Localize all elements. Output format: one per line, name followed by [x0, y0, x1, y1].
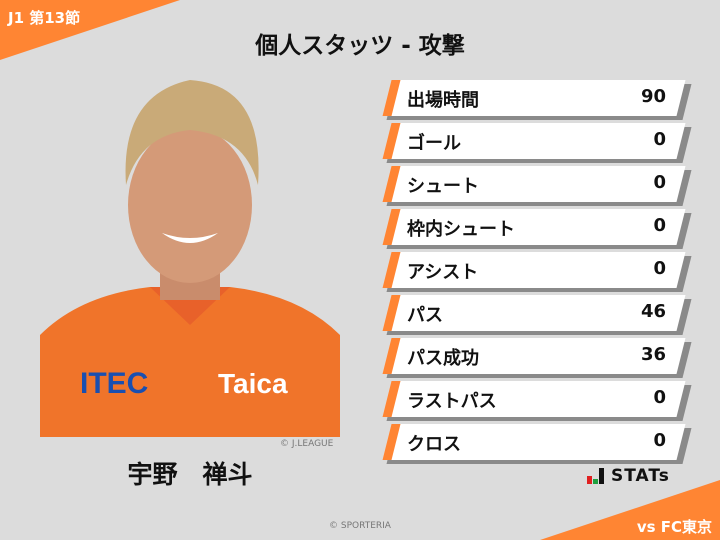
stat-value: 0 — [653, 172, 666, 193]
stat-label: 出場時間 — [407, 90, 479, 111]
stat-label: ゴール — [407, 133, 461, 154]
stat-row: クロス 0 — [382, 424, 692, 464]
stat-row: ラストパス 0 — [382, 381, 692, 421]
stat-value: 0 — [653, 387, 666, 408]
copyright: © SPORTERIA — [329, 521, 391, 531]
stat-label: 枠内シュート — [407, 219, 515, 240]
svg-text:Taica: Taica — [218, 368, 288, 399]
stat-row: 出場時間 90 — [382, 80, 692, 120]
stat-value: 90 — [640, 86, 666, 107]
stat-value: 46 — [640, 301, 666, 322]
stat-value: 0 — [653, 129, 666, 150]
stat-row: シュート 0 — [382, 166, 692, 206]
svg-text:ITEC: ITEC — [80, 367, 148, 400]
stat-label: クロス — [407, 434, 461, 455]
bar-chart-logo-icon — [587, 468, 604, 484]
stat-value: 0 — [653, 430, 666, 451]
stat-row: ゴール 0 — [382, 123, 692, 163]
opponent-label: vs FC東京 — [636, 518, 712, 536]
player-photo: ITEC Taica — [40, 75, 340, 437]
stat-row: 枠内シュート 0 — [382, 209, 692, 249]
player-name: 宇野 禅斗 — [127, 460, 253, 489]
stat-label: パス成功 — [407, 348, 479, 369]
stat-row: パス 46 — [382, 295, 692, 335]
stat-row: アシスト 0 — [382, 252, 692, 292]
stat-value: 0 — [653, 215, 666, 236]
stat-label: アシスト — [407, 262, 479, 283]
stats-logo-text: STATs — [611, 466, 670, 486]
round-label: J1 第13節 — [8, 9, 81, 27]
stat-value: 36 — [640, 344, 666, 365]
stats-logo: STATs — [587, 466, 670, 486]
stat-label: パス — [407, 305, 443, 326]
stat-label: シュート — [407, 176, 479, 197]
stat-value: 0 — [653, 258, 666, 279]
photo-credit: © J.LEAGUE — [280, 439, 334, 449]
page-title: 個人スタッツ - 攻撃 — [255, 33, 465, 59]
stat-row: パス成功 36 — [382, 338, 692, 378]
stat-label: ラストパス — [407, 391, 497, 412]
